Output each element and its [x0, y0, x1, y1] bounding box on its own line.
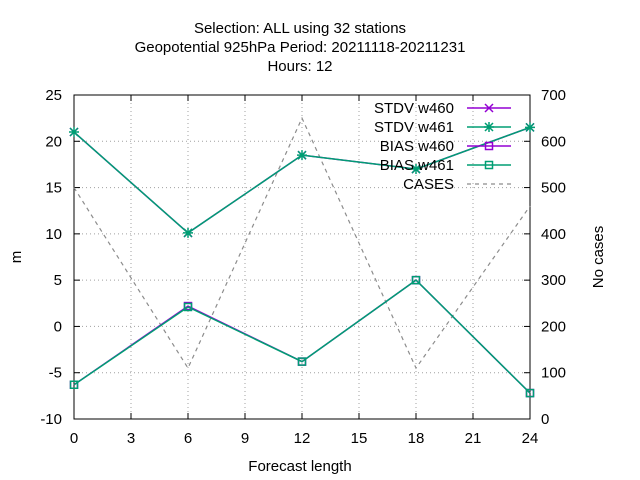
series-bias-w460: [69, 275, 535, 398]
legend-label: CASES: [403, 176, 454, 193]
square-marker: [484, 160, 494, 170]
x-tick-label: 0: [70, 430, 78, 447]
star-marker: [525, 122, 535, 133]
y-tick-label: 25: [45, 87, 62, 104]
y-tick-label: 5: [54, 272, 62, 289]
y2-tick-label: 200: [541, 318, 566, 335]
square-marker: [69, 380, 79, 389]
series-line: [73, 116, 531, 370]
square-marker: [525, 388, 535, 398]
title-line-2: Geopotential 925hPa Period: 20211118-202…: [135, 39, 466, 56]
x-tick-label: 21: [465, 430, 482, 447]
x-marker: [484, 103, 494, 113]
y2-tick-label: 700: [541, 87, 566, 104]
x-tick-label: 3: [127, 430, 135, 447]
y-axis: -10 -5 0 5 10 15 20 25: [40, 87, 80, 428]
chart-title: Selection: ALL using 32 stations Geopote…: [135, 20, 466, 75]
x-tick-label: 9: [241, 430, 249, 447]
star-marker: [411, 164, 421, 175]
y-tick-label: 10: [45, 226, 62, 243]
y-tick-label: 0: [54, 318, 62, 335]
legend-label: BIAS w461: [380, 157, 454, 174]
title-line-1: Selection: ALL using 32 stations: [194, 20, 406, 37]
y-tick-label: 15: [45, 180, 62, 197]
legend-label: BIAS w460: [380, 138, 454, 155]
square-marker: [484, 141, 494, 151]
square-marker: [297, 357, 307, 366]
y2-axis: 0 100 200 300 400 500 600 700: [524, 87, 566, 428]
y2-tick-label: 500: [541, 180, 566, 197]
x-tick-label: 24: [522, 430, 539, 447]
y-tick-label: 20: [45, 133, 62, 150]
y2-tick-label: 100: [541, 365, 566, 382]
series-line: [73, 279, 531, 394]
star-marker: [183, 227, 193, 238]
y-tick-label: -10: [40, 411, 62, 428]
square-marker: [411, 275, 421, 285]
y-axis-label: m: [8, 251, 25, 264]
legend-label: STDV w460: [374, 100, 454, 117]
series-cases: [73, 116, 531, 370]
y2-tick-label: 300: [541, 272, 566, 289]
x-tick-label: 18: [408, 430, 425, 447]
legend: STDV w460 STDV w461 BIAS w460 BIAS w461 CASE…: [374, 100, 511, 193]
x-tick-label: 6: [184, 430, 192, 447]
y-tick-label: -5: [49, 365, 62, 382]
y2-tick-label: 0: [541, 411, 549, 428]
x-axis: 0 3 6 9 12 15 18 21 24: [70, 95, 539, 447]
star-marker: [69, 127, 79, 138]
star-marker: [484, 122, 494, 132]
series-bias-w461: [69, 275, 535, 398]
y2-tick-label: 400: [541, 226, 566, 243]
x-axis-label: Forecast length: [248, 458, 351, 475]
legend-label: STDV w461: [374, 119, 454, 136]
series-line: [73, 279, 531, 394]
series-stdv-w461: [69, 122, 535, 238]
title-line-3: Hours: 12: [267, 58, 332, 75]
grid: [74, 95, 530, 419]
y2-tick-label: 600: [541, 133, 566, 150]
x-tick-label: 15: [351, 430, 368, 447]
y2-axis-label: No cases: [590, 226, 607, 289]
star-marker: [297, 150, 307, 161]
x-tick-label: 12: [294, 430, 311, 447]
series-group: [69, 116, 535, 398]
square-marker: [183, 302, 193, 312]
